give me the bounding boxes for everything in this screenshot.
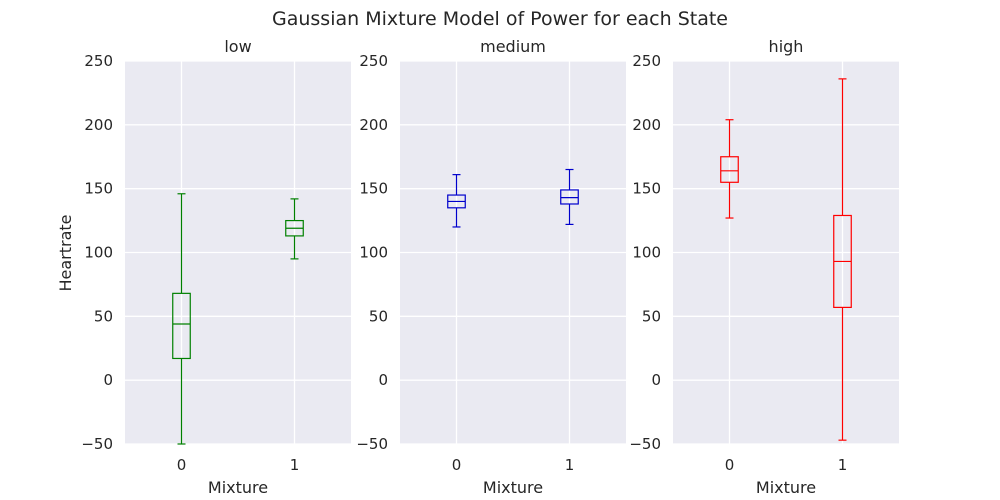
y-tick-label: 0 — [103, 371, 113, 389]
y-tick-label: −50 — [356, 435, 388, 453]
y-tick-label: 200 — [632, 116, 661, 134]
panel-title: high — [769, 37, 804, 56]
panel-low: −50 0 50 100 150 200 250 0 1 low Mixture Heartrate — [56, 37, 351, 497]
x-tick-label: 0 — [725, 456, 735, 474]
x-tick-label: 1 — [565, 456, 575, 474]
y-tick-label: 150 — [359, 180, 388, 198]
y-tick-label: 100 — [632, 244, 661, 262]
y-tick-label: 250 — [359, 52, 388, 70]
x-axis-label: Mixture — [756, 478, 816, 497]
y-tick-label: 200 — [359, 116, 388, 134]
box-0 — [447, 174, 466, 228]
iqr-box — [172, 292, 191, 360]
x-tick-label: 0 — [452, 456, 462, 474]
x-axis-label: Mixture — [483, 478, 543, 497]
x-tick-label: 0 — [177, 456, 187, 474]
box-1 — [285, 198, 304, 260]
y-tick-label: 250 — [84, 52, 113, 70]
box-1 — [560, 168, 579, 226]
y-tick-label: 50 — [369, 307, 388, 325]
chart-title: Gaussian Mixture Model of Power for each… — [272, 8, 728, 30]
x-tick-label: 1 — [838, 456, 848, 474]
y-tick-label: 200 — [84, 116, 113, 134]
x-tick-label: 1 — [290, 456, 300, 474]
y-axis-label: Heartrate — [56, 214, 75, 291]
iqr-box — [560, 189, 579, 205]
panel-medium: −50 0 50 100 150 200 250 0 1 medium Mixture — [356, 37, 626, 497]
x-axis-label: Mixture — [208, 478, 268, 497]
y-tick-label: 100 — [84, 244, 113, 262]
box-0 — [172, 193, 191, 445]
panel-title: medium — [480, 37, 546, 56]
y-tick-label: −50 — [629, 435, 661, 453]
y-tick-label: 250 — [632, 52, 661, 70]
box-0 — [720, 119, 739, 219]
y-tick-label: 100 — [359, 244, 388, 262]
y-tick-label: 150 — [84, 180, 113, 198]
panel-title: low — [224, 37, 251, 56]
y-tick-label: 0 — [378, 371, 388, 389]
panel-high: −50 0 50 100 150 200 250 0 1 high Mixture — [629, 37, 899, 497]
iqr-box — [720, 156, 739, 183]
y-tick-label: 0 — [651, 371, 661, 389]
y-tick-label: 50 — [642, 307, 661, 325]
box-1 — [833, 78, 852, 441]
y-tick-label: 50 — [94, 307, 113, 325]
y-tick-label: −50 — [81, 435, 113, 453]
y-tick-label: 150 — [632, 180, 661, 198]
